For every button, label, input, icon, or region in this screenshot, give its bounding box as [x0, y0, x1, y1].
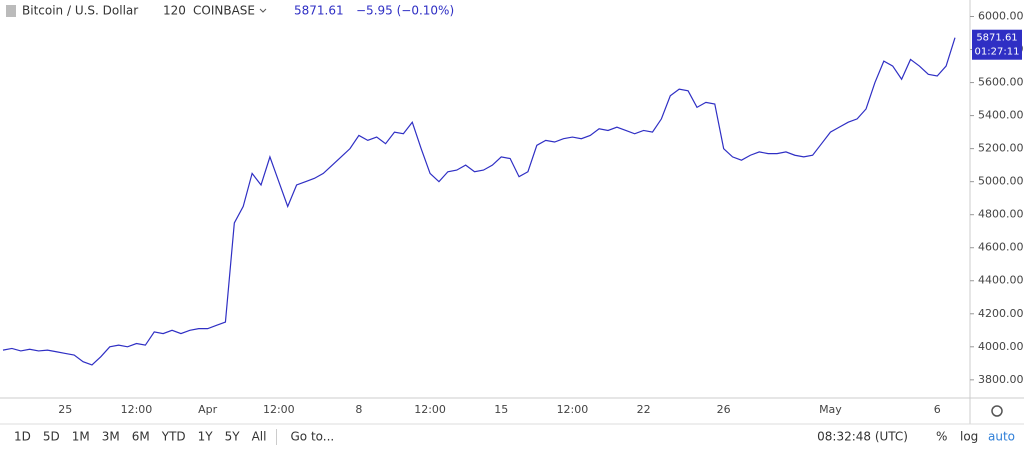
x-tick-label: 8	[355, 403, 362, 416]
countdown-label: 01:27:11	[975, 47, 1020, 58]
y-tick-label: 5400.00	[978, 109, 1024, 122]
x-tick-label: 22	[637, 403, 651, 416]
range-button[interactable]: 3M	[102, 430, 120, 444]
y-tick-label: 3800.00	[978, 373, 1024, 386]
range-button[interactable]: 1D	[14, 430, 31, 444]
scale-option[interactable]: log	[960, 430, 978, 444]
price-line	[2, 37, 956, 366]
y-tick-label: 5600.00	[978, 76, 1024, 89]
price-badge	[972, 29, 1022, 60]
x-tick-label: 12:00	[414, 403, 446, 416]
symbol-icon	[6, 5, 16, 17]
range-button[interactable]: All	[252, 430, 267, 444]
price-badge-label: 5871.61	[976, 33, 1017, 44]
y-tick-label: 4200.00	[978, 307, 1024, 320]
interval[interactable]: 120	[163, 4, 186, 18]
last-price: 5871.61	[294, 4, 344, 18]
x-tick-label: 6	[934, 403, 941, 416]
symbol[interactable]: Bitcoin / U.S. Dollar	[22, 4, 138, 18]
clock: 08:32:48 (UTC)	[817, 430, 908, 444]
x-tick-label: 12:00	[557, 403, 589, 416]
range-button[interactable]: 1Y	[198, 430, 214, 444]
price-change: −5.95 (−0.10%)	[356, 4, 454, 18]
x-tick-label: 12:00	[121, 403, 153, 416]
range-button[interactable]: 1M	[72, 430, 90, 444]
x-tick-label: May	[819, 403, 842, 416]
y-tick-label: 6000.00	[978, 10, 1024, 23]
x-tick-label: 25	[58, 403, 72, 416]
scale-option[interactable]: auto	[988, 430, 1015, 444]
y-tick-label: 4600.00	[978, 241, 1024, 254]
y-tick-label: 5200.00	[978, 142, 1024, 155]
dropdown-caret[interactable]	[259, 8, 267, 13]
range-button[interactable]: YTD	[161, 430, 186, 444]
scale-option[interactable]: %	[936, 430, 947, 444]
x-tick-label: 26	[717, 403, 731, 416]
x-tick-label: Apr	[198, 403, 218, 416]
y-tick-label: 4000.00	[978, 340, 1024, 353]
y-tick-label: 4400.00	[978, 274, 1024, 287]
x-tick-label: 12:00	[263, 403, 295, 416]
settings-icon[interactable]	[991, 405, 1003, 417]
goto-button[interactable]: Go to...	[290, 430, 334, 444]
y-tick-label: 4800.00	[978, 208, 1024, 221]
x-tick-label: 15	[494, 403, 508, 416]
range-button[interactable]: 6M	[132, 430, 150, 444]
exchange[interactable]: COINBASE	[193, 4, 255, 18]
y-tick-label: 5000.00	[978, 175, 1024, 188]
range-button[interactable]: 5Y	[225, 430, 241, 444]
range-button[interactable]: 5D	[43, 430, 60, 444]
